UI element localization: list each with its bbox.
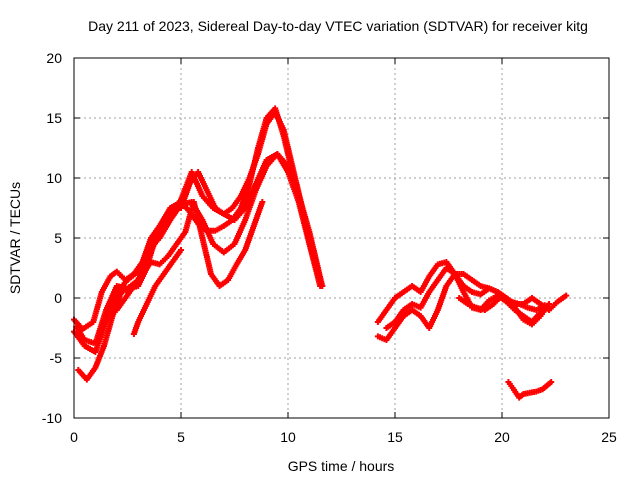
series-track-f (130, 247, 184, 337)
data-point (548, 379, 555, 385)
chart-title: Day 211 of 2023, Sidereal Day-to-day VTE… (88, 18, 588, 34)
x-tick-label: 25 (601, 429, 617, 445)
data-point (563, 292, 570, 299)
series-track-j (456, 292, 548, 313)
x-tick-label: 20 (494, 429, 510, 445)
data-point (178, 247, 184, 253)
x-axis-label: GPS time / hours (288, 458, 395, 474)
y-tick-label: 20 (46, 50, 62, 66)
y-tick-label: 5 (54, 230, 62, 246)
series-track-d (75, 109, 324, 383)
data-point (317, 283, 324, 289)
y-tick-label: -10 (42, 410, 62, 426)
series-track-e (113, 199, 266, 313)
x-tick-label: 0 (70, 429, 78, 445)
y-tick-label: 15 (46, 110, 62, 126)
x-tick-label: 5 (177, 429, 185, 445)
series-layer (71, 105, 570, 401)
series-track-h (374, 271, 548, 343)
x-tick-label: 15 (387, 429, 403, 445)
series-track-k (505, 379, 555, 401)
tick-layer: 0 5 10 15 20 25 -10 -5 0 5 10 15 20 (42, 50, 617, 445)
y-tick-label: 0 (54, 290, 62, 306)
y-tick-label: 10 (46, 170, 62, 186)
x-tick-label: 10 (280, 429, 296, 445)
data-point (541, 302, 548, 309)
y-tick-label: -5 (50, 350, 63, 366)
data-point (546, 301, 553, 307)
y-axis-label: SDTVAR / TECUs (7, 182, 23, 294)
grid-layer (74, 58, 609, 418)
data-point (259, 199, 266, 205)
